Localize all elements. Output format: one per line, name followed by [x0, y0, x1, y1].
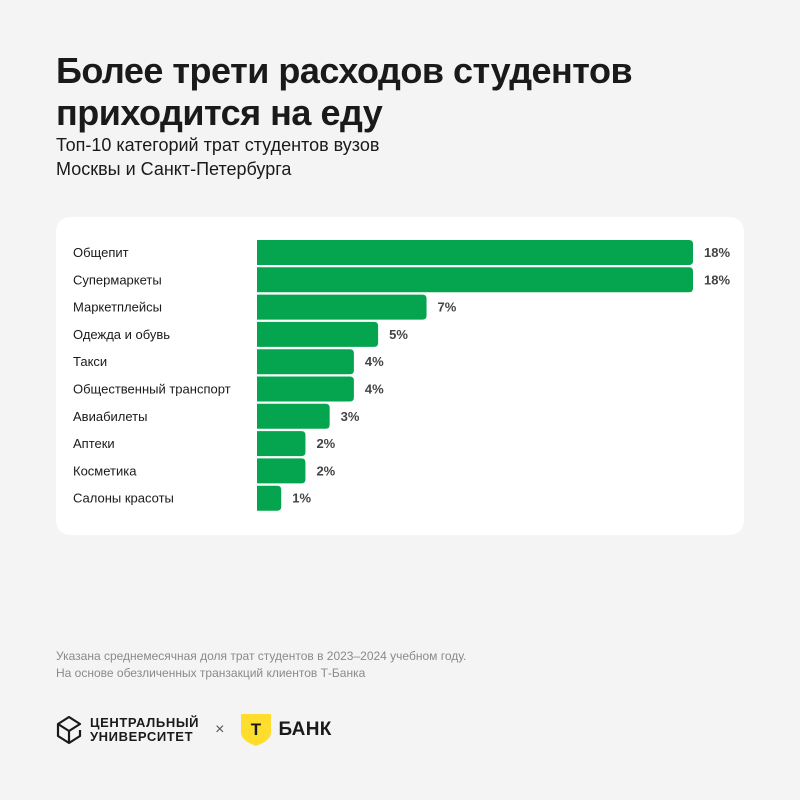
brand-separator: × [215, 721, 225, 738]
bar [257, 485, 282, 511]
value-label: 18% [704, 272, 730, 287]
subtitle-line-1: Топ-10 категорий трат студентов вузов [56, 135, 380, 155]
category-label: Общепит [73, 245, 129, 260]
tbank-logo: T БАНК [240, 713, 331, 747]
value-label: 2% [316, 463, 335, 478]
cu-name-line-2: УНИВЕРСИТЕТ [90, 729, 194, 744]
value-label: 4% [365, 354, 384, 369]
bar-chart: Общепит 18% Супермаркеты 18% Маркетплейсы 7% О… [73, 240, 730, 511]
bar [257, 321, 379, 347]
title-line-1: Более трети расходов студентов [56, 50, 633, 91]
value-label: 4% [365, 382, 384, 397]
category-label: Маркетплейсы [73, 300, 162, 315]
chart-subtitle: Топ-10 категорий трат студентов вузов Мо… [56, 133, 576, 181]
bar [257, 431, 306, 457]
value-label: 7% [438, 300, 457, 315]
category-label: Супермаркеты [73, 272, 162, 287]
title-line-2: приходится на еду [56, 92, 383, 133]
footnote: Указана среднемесячная доля трат студент… [56, 648, 466, 682]
bar [257, 349, 354, 375]
category-label: Салоны красоты [73, 491, 174, 506]
value-label: 18% [704, 245, 730, 260]
value-label: 1% [292, 491, 311, 506]
chart-title: Более трети расходов студентов приходитс… [56, 50, 756, 134]
tbank-shield-icon: T [241, 714, 272, 746]
bar [257, 403, 330, 429]
bar [257, 458, 306, 484]
tbank-name: БАНК [278, 719, 332, 740]
bar [257, 240, 693, 265]
chart-card: Общепит 18% Супермаркеты 18% Маркетплейсы 7% О… [56, 217, 744, 535]
bar [257, 376, 354, 402]
category-label: Аптеки [73, 436, 115, 451]
footnote-line-1: Указана среднемесячная доля трат студент… [56, 649, 467, 663]
svg-text:T: T [251, 720, 262, 739]
footnote-line-2: На основе обезличенных транзакций клиент… [56, 666, 366, 680]
central-university-logo: ЦЕНТРАЛЬНЫЙ УНИВЕРСИТЕТ [56, 715, 199, 745]
value-label: 3% [341, 409, 360, 424]
value-label: 2% [316, 436, 335, 451]
category-label: Авиабилеты [73, 409, 147, 424]
category-label: Общественный транспорт [73, 382, 231, 397]
brand-logos: ЦЕНТРАЛЬНЫЙ УНИВЕРСИТЕТ × T БАНК [56, 710, 332, 750]
cu-name-line-1: ЦЕНТРАЛЬНЫЙ [90, 715, 200, 730]
category-label: Такси [73, 354, 107, 369]
value-label: 5% [389, 327, 408, 342]
bar [257, 294, 427, 320]
bar [257, 267, 693, 293]
subtitle-line-2: Москвы и Санкт-Петербурга [56, 159, 292, 179]
category-label: Одежда и обувь [73, 327, 170, 342]
category-label: Косметика [73, 463, 137, 478]
central-university-mark-icon [56, 715, 82, 745]
